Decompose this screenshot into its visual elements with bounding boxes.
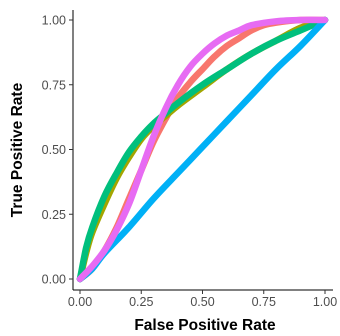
roc-curve-5: [76, 16, 329, 283]
x-tick-label: 0.75: [252, 295, 276, 309]
y-tick-label: 0.75: [42, 78, 66, 92]
y-tick-label: 0.50: [42, 143, 66, 157]
x-tick-label: 0.50: [190, 295, 214, 309]
x-tick-label: 0.00: [68, 295, 92, 309]
x-tick-label: 0.25: [129, 295, 153, 309]
plot-area: [76, 16, 329, 283]
y-tick-label: 1.00: [42, 14, 66, 28]
x-tick-label: 1.00: [313, 295, 337, 309]
y-tick-label: 0.25: [42, 208, 66, 222]
y-tick-label: 0.00: [42, 273, 66, 287]
axes: 0.00 0.25 0.50 0.75 1.00 0.00 0.25 0.50 0.75 1.00: [42, 10, 337, 309]
x-axis-title: False Positive Rate: [134, 317, 276, 334]
y-axis-title: True Positive Rate: [9, 82, 26, 217]
